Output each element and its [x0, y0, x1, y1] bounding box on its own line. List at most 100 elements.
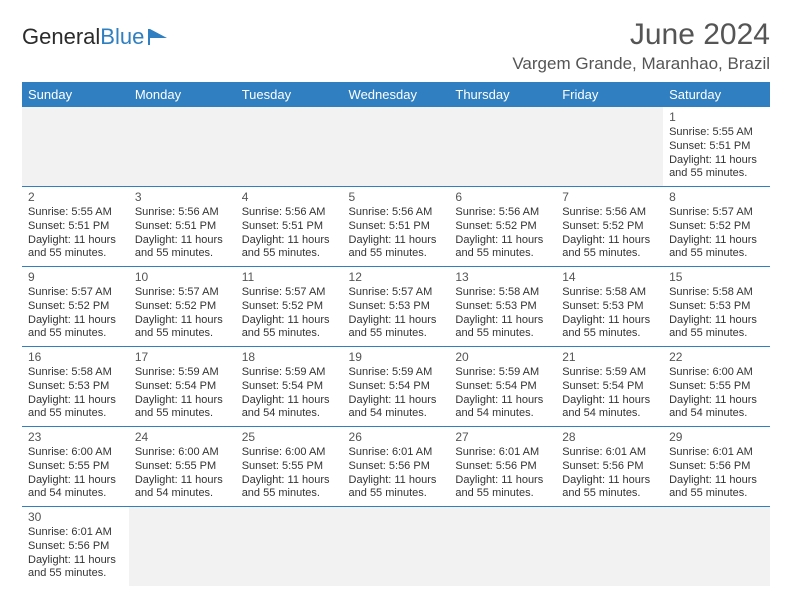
- day-number: 2: [28, 190, 123, 205]
- cell-sunrise: Sunrise: 6:01 AM: [28, 526, 123, 540]
- calendar-cell: [449, 507, 556, 587]
- day-number: 15: [669, 270, 764, 285]
- cell-sunrise: Sunrise: 5:55 AM: [669, 126, 764, 140]
- cell-d1: Daylight: 11 hours: [28, 314, 123, 328]
- cell-d2: and 54 minutes.: [242, 407, 337, 421]
- calendar-cell: [556, 107, 663, 187]
- cell-d1: Daylight: 11 hours: [562, 474, 657, 488]
- day-number: 27: [455, 430, 550, 445]
- cell-sunset: Sunset: 5:52 PM: [28, 300, 123, 314]
- cell-sunrise: Sunrise: 6:00 AM: [135, 446, 230, 460]
- calendar-cell: [236, 107, 343, 187]
- cell-d1: Daylight: 11 hours: [455, 314, 550, 328]
- cell-d1: Daylight: 11 hours: [669, 314, 764, 328]
- cell-sunset: Sunset: 5:52 PM: [669, 220, 764, 234]
- day-number: 9: [28, 270, 123, 285]
- cell-d2: and 55 minutes.: [28, 567, 123, 581]
- day-number: 19: [349, 350, 444, 365]
- calendar-cell: 23Sunrise: 6:00 AMSunset: 5:55 PMDayligh…: [22, 427, 129, 507]
- cell-sunrise: Sunrise: 5:58 AM: [669, 286, 764, 300]
- flag-icon: [147, 28, 169, 46]
- cell-d2: and 55 minutes.: [455, 487, 550, 501]
- calendar-row: 9Sunrise: 5:57 AMSunset: 5:52 PMDaylight…: [22, 267, 770, 347]
- cell-sunset: Sunset: 5:52 PM: [135, 300, 230, 314]
- cell-sunset: Sunset: 5:55 PM: [669, 380, 764, 394]
- calendar-cell: 7Sunrise: 5:56 AMSunset: 5:52 PMDaylight…: [556, 187, 663, 267]
- cell-sunrise: Sunrise: 5:58 AM: [562, 286, 657, 300]
- brand-part2: Blue: [100, 24, 144, 50]
- cell-d1: Daylight: 11 hours: [28, 234, 123, 248]
- cell-sunset: Sunset: 5:52 PM: [455, 220, 550, 234]
- cell-d1: Daylight: 11 hours: [242, 234, 337, 248]
- day-number: 30: [28, 510, 123, 525]
- cell-d2: and 55 minutes.: [669, 487, 764, 501]
- calendar-table: Sunday Monday Tuesday Wednesday Thursday…: [22, 82, 770, 586]
- calendar-cell: 16Sunrise: 5:58 AMSunset: 5:53 PMDayligh…: [22, 347, 129, 427]
- cell-d1: Daylight: 11 hours: [28, 474, 123, 488]
- day-number: 25: [242, 430, 337, 445]
- calendar-cell: 13Sunrise: 5:58 AMSunset: 5:53 PMDayligh…: [449, 267, 556, 347]
- cell-d2: and 54 minutes.: [562, 407, 657, 421]
- cell-d2: and 55 minutes.: [562, 327, 657, 341]
- day-number: 6: [455, 190, 550, 205]
- day-number: 14: [562, 270, 657, 285]
- cell-sunrise: Sunrise: 5:56 AM: [562, 206, 657, 220]
- calendar-cell: 14Sunrise: 5:58 AMSunset: 5:53 PMDayligh…: [556, 267, 663, 347]
- cell-sunrise: Sunrise: 5:56 AM: [349, 206, 444, 220]
- day-header: Friday: [556, 82, 663, 107]
- day-number: 26: [349, 430, 444, 445]
- cell-d1: Daylight: 11 hours: [28, 554, 123, 568]
- cell-sunset: Sunset: 5:56 PM: [669, 460, 764, 474]
- cell-sunset: Sunset: 5:54 PM: [135, 380, 230, 394]
- cell-sunrise: Sunrise: 6:01 AM: [455, 446, 550, 460]
- day-number: 4: [242, 190, 337, 205]
- cell-d2: and 55 minutes.: [562, 247, 657, 261]
- cell-sunrise: Sunrise: 5:59 AM: [349, 366, 444, 380]
- cell-sunset: Sunset: 5:56 PM: [562, 460, 657, 474]
- day-number: 13: [455, 270, 550, 285]
- cell-d2: and 55 minutes.: [349, 327, 444, 341]
- cell-sunset: Sunset: 5:55 PM: [28, 460, 123, 474]
- cell-sunrise: Sunrise: 6:01 AM: [349, 446, 444, 460]
- calendar-cell: 2Sunrise: 5:55 AMSunset: 5:51 PMDaylight…: [22, 187, 129, 267]
- calendar-cell: 20Sunrise: 5:59 AMSunset: 5:54 PMDayligh…: [449, 347, 556, 427]
- cell-sunset: Sunset: 5:55 PM: [242, 460, 337, 474]
- cell-sunset: Sunset: 5:55 PM: [135, 460, 230, 474]
- cell-d2: and 55 minutes.: [242, 487, 337, 501]
- calendar-cell: 17Sunrise: 5:59 AMSunset: 5:54 PMDayligh…: [129, 347, 236, 427]
- day-number: 5: [349, 190, 444, 205]
- cell-sunset: Sunset: 5:53 PM: [349, 300, 444, 314]
- cell-d2: and 55 minutes.: [669, 167, 764, 181]
- cell-sunrise: Sunrise: 5:56 AM: [135, 206, 230, 220]
- calendar-cell: 5Sunrise: 5:56 AMSunset: 5:51 PMDaylight…: [343, 187, 450, 267]
- cell-sunrise: Sunrise: 5:57 AM: [349, 286, 444, 300]
- cell-sunrise: Sunrise: 6:01 AM: [562, 446, 657, 460]
- cell-d2: and 54 minutes.: [455, 407, 550, 421]
- cell-sunset: Sunset: 5:56 PM: [28, 540, 123, 554]
- day-number: 21: [562, 350, 657, 365]
- day-header: Monday: [129, 82, 236, 107]
- calendar-cell: [343, 107, 450, 187]
- day-number: 3: [135, 190, 230, 205]
- cell-sunrise: Sunrise: 5:56 AM: [455, 206, 550, 220]
- cell-d2: and 55 minutes.: [349, 487, 444, 501]
- calendar-cell: 9Sunrise: 5:57 AMSunset: 5:52 PMDaylight…: [22, 267, 129, 347]
- calendar-cell: 3Sunrise: 5:56 AMSunset: 5:51 PMDaylight…: [129, 187, 236, 267]
- cell-sunset: Sunset: 5:54 PM: [562, 380, 657, 394]
- cell-d1: Daylight: 11 hours: [349, 234, 444, 248]
- cell-d2: and 54 minutes.: [349, 407, 444, 421]
- cell-d2: and 54 minutes.: [135, 487, 230, 501]
- calendar-cell: 1Sunrise: 5:55 AMSunset: 5:51 PMDaylight…: [663, 107, 770, 187]
- calendar-cell: 22Sunrise: 6:00 AMSunset: 5:55 PMDayligh…: [663, 347, 770, 427]
- day-number: 18: [242, 350, 337, 365]
- cell-sunrise: Sunrise: 5:57 AM: [242, 286, 337, 300]
- cell-sunset: Sunset: 5:56 PM: [349, 460, 444, 474]
- day-number: 12: [349, 270, 444, 285]
- calendar-row: 16Sunrise: 5:58 AMSunset: 5:53 PMDayligh…: [22, 347, 770, 427]
- calendar-cell: [236, 507, 343, 587]
- calendar-cell: [556, 507, 663, 587]
- cell-sunset: Sunset: 5:53 PM: [455, 300, 550, 314]
- brand-part1: General: [22, 24, 100, 50]
- cell-sunrise: Sunrise: 5:57 AM: [28, 286, 123, 300]
- cell-sunrise: Sunrise: 5:55 AM: [28, 206, 123, 220]
